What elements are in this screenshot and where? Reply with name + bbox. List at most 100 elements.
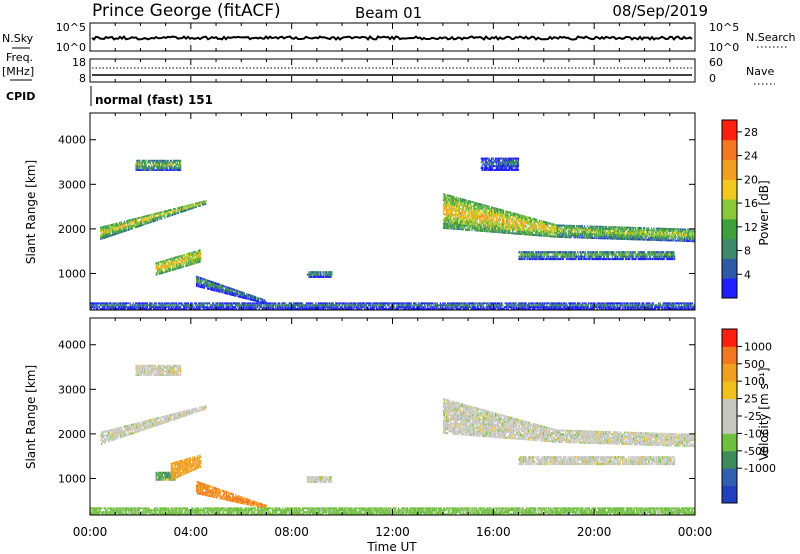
heatmap-cell — [639, 255, 641, 258]
heatmap-cell — [653, 239, 655, 241]
heatmap-cell — [102, 308, 104, 310]
heatmap-cell — [119, 225, 121, 228]
heatmap-cell — [545, 229, 547, 232]
heatmap-cell — [590, 253, 592, 256]
heatmap-cell — [556, 257, 558, 261]
heatmap-cell — [157, 216, 160, 219]
heatmap-cell — [457, 205, 460, 208]
heatmap-cell — [182, 210, 184, 213]
heatmap-cell — [115, 222, 117, 225]
heatmap-cell — [487, 211, 490, 214]
heatmap-cell — [476, 223, 479, 226]
heatmap-cell — [597, 253, 599, 256]
heatmap-cell — [469, 200, 471, 203]
heatmap-cell — [534, 257, 536, 261]
heatmap-cell — [616, 228, 618, 231]
heatmap-cell — [530, 251, 532, 254]
heatmap-cell — [636, 236, 638, 239]
heatmap-cell — [676, 230, 678, 233]
heatmap-cell — [242, 294, 245, 297]
heatmap-cell — [512, 216, 514, 219]
heatmap-cell — [658, 229, 660, 232]
heatmap-cell — [176, 167, 178, 170]
heatmap-cell — [546, 223, 548, 226]
heatmap-cell — [505, 222, 508, 225]
heatmap-cell — [100, 238, 102, 240]
heatmap-cell — [200, 285, 202, 288]
heatmap-cell — [120, 223, 122, 226]
heatmap-cell — [141, 167, 143, 170]
heatmap-cell — [672, 239, 675, 242]
heatmap-cell — [593, 225, 595, 228]
heatmap-cell — [660, 231, 662, 234]
heatmap-cell — [163, 263, 165, 266]
heatmap-cell — [620, 228, 622, 231]
heatmap-cell — [467, 216, 469, 219]
heatmap-cell — [168, 163, 170, 166]
heatmap-cell — [502, 209, 505, 212]
heatmap-cell — [105, 308, 108, 310]
heatmap-cell — [523, 219, 525, 222]
heatmap-cell — [669, 231, 671, 234]
heatmap-cell — [170, 265, 172, 268]
heatmap-cell — [639, 232, 642, 235]
heatmap-cell — [239, 290, 242, 294]
heatmap-cell — [93, 308, 95, 310]
heatmap-cell — [512, 218, 514, 221]
heatmap-cell — [449, 225, 451, 228]
heatmap-cell — [157, 165, 159, 168]
heatmap-cell — [160, 268, 162, 271]
heatmap-cell — [198, 261, 200, 263]
heatmap-cell — [478, 209, 480, 212]
heatmap-cell — [512, 222, 514, 225]
heatmap-cell — [663, 251, 665, 254]
heatmap-cell — [330, 275, 332, 278]
heatmap-cell — [504, 225, 506, 228]
heatmap-cell — [666, 235, 668, 238]
heatmap-cell — [181, 262, 183, 265]
heatmap-cell — [489, 228, 491, 231]
heatmap-cell — [670, 253, 673, 256]
heatmap-cell — [154, 165, 156, 168]
heatmap-cell — [528, 251, 530, 254]
heatmap-cell — [569, 255, 571, 258]
heatmap-cell — [572, 251, 574, 254]
heatmap-cell — [496, 221, 498, 224]
heatmap-cell — [198, 276, 200, 279]
heatmap-cell — [565, 253, 567, 256]
heatmap-cell — [216, 286, 218, 289]
heatmap-cell — [465, 203, 468, 206]
heatmap-cell — [595, 255, 597, 258]
heatmap-cell — [142, 219, 144, 222]
heatmap-cell — [212, 289, 214, 291]
heatmap-cell — [112, 308, 115, 310]
heatmap-cell — [526, 255, 528, 258]
heatmap-cell — [183, 257, 185, 260]
heatmap-cell — [190, 253, 192, 256]
heatmap-cell — [145, 220, 148, 223]
heatmap-cell — [486, 161, 488, 164]
heatmap-cell — [621, 228, 623, 231]
heatmap-cell — [172, 261, 174, 264]
heatmap-cell — [485, 218, 487, 221]
heatmap-cell — [195, 202, 197, 205]
heatmap-cell — [505, 157, 507, 160]
heatmap-cell — [583, 236, 585, 239]
heatmap-cell — [480, 167, 482, 169]
heatmap-cell — [649, 238, 651, 241]
heatmap-cell — [515, 215, 517, 217]
heatmap-cell — [572, 255, 574, 258]
heatmap-cell — [492, 165, 494, 168]
heatmap-cell — [124, 308, 126, 310]
heatmap-cell — [179, 163, 181, 166]
heatmap-cell — [447, 225, 449, 228]
heatmap-cell — [543, 232, 545, 235]
heatmap-cell — [574, 236, 576, 239]
heatmap-cell — [530, 225, 532, 228]
heatmap-cell — [479, 229, 481, 232]
heatmap-cell — [161, 163, 163, 166]
heatmap-cell — [147, 214, 149, 217]
heatmap-cell — [188, 208, 190, 211]
heatmap-cell — [583, 227, 585, 230]
heatmap-cell — [163, 169, 165, 171]
